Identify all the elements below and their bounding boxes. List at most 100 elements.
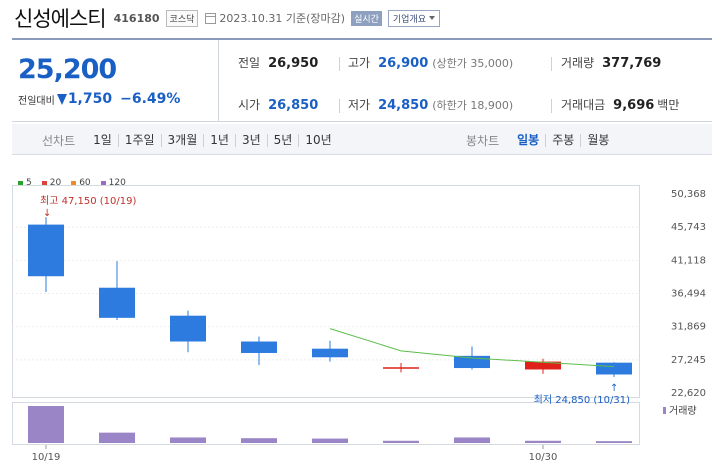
stat-value: 377,769 — [602, 56, 662, 71]
volume-plot-frame — [12, 402, 640, 445]
candle-body — [241, 341, 277, 353]
stat-amount: 거래대금 9,696 백만 — [561, 96, 679, 113]
y-tick-label: 36,494 — [671, 289, 706, 300]
y-tick-label: 31,869 — [671, 322, 706, 333]
candle-body — [312, 348, 348, 358]
stat-high: 고가 26,900 (상한가 35,000) — [348, 54, 513, 71]
current-price-box: 25,200 전일대비 1,750 −6.49% — [12, 40, 219, 122]
candle-monthly[interactable]: 월봉 — [580, 134, 615, 147]
legend-swatch — [18, 180, 23, 186]
diff-value: 1,750 — [67, 91, 113, 107]
legend-ma20: 20 — [41, 178, 62, 188]
legend-label: 60 — [79, 178, 91, 188]
volume-bar — [99, 432, 135, 443]
volume-bar — [170, 437, 206, 443]
candle-body — [596, 362, 632, 375]
divider — [551, 99, 552, 113]
market-badge: 코스닥 — [165, 9, 199, 27]
divider — [551, 57, 552, 71]
y-tick-label: 27,245 — [671, 355, 706, 366]
volume-legend-swatch — [663, 407, 666, 414]
company-info-label: 기업개요 — [392, 14, 427, 25]
volume-label: 거래량 — [669, 405, 697, 417]
volume-bar — [454, 437, 490, 443]
base-date: 2023.10.31 기준(장마감) — [219, 12, 346, 25]
y-tick-label: 22,620 — [671, 388, 706, 399]
stat-label: 거래대금 — [561, 98, 606, 112]
period-1d[interactable]: 1일 — [93, 133, 112, 147]
diff-label: 전일대비 — [18, 95, 55, 107]
period-1w[interactable]: 1주일 — [117, 134, 161, 147]
candle-body — [99, 287, 135, 318]
ma-legend: 5 20 60 120 — [18, 178, 136, 188]
y-tick-label: 45,743 — [671, 222, 706, 233]
company-info-button[interactable]: 기업개요 — [387, 9, 441, 27]
volume-bar — [312, 438, 348, 443]
legend-swatch — [41, 180, 47, 186]
candle-daily[interactable]: 일봉 — [517, 133, 540, 147]
stat-label: 저가 — [348, 98, 371, 112]
legend-swatch — [71, 180, 77, 186]
legend-ma60: 60 — [71, 178, 91, 188]
stat-value: 24,850 — [378, 98, 429, 113]
stat-open: 시가 26,850 — [238, 96, 318, 113]
stock-code: 416180 — [113, 11, 160, 25]
stock-header: 신성에스티 416180 코스닥 2023.10.31 기준(장마감) 실시간 … — [0, 0, 712, 36]
ma5-line — [329, 328, 615, 368]
caret-down-icon — [429, 16, 436, 20]
stat-value: 26,850 — [268, 98, 319, 113]
x-tick-label: 10/19 — [32, 452, 61, 463]
legend-label: 120 — [108, 178, 126, 188]
volume-bar — [241, 438, 277, 443]
stat-unit: 백만 — [657, 98, 680, 112]
divider — [339, 57, 340, 71]
stat-sub: (하한가 18,900) — [432, 99, 514, 112]
calendar-icon — [205, 12, 217, 24]
stat-label: 전일 — [238, 56, 261, 70]
volume-bar — [596, 441, 632, 443]
stat-value: 26,950 — [268, 56, 319, 71]
candle-weekly[interactable]: 주봉 — [545, 134, 580, 147]
volume-bar — [383, 440, 419, 443]
candle-body — [28, 224, 64, 277]
down-arrow-icon — [56, 93, 67, 105]
stat-label: 거래량 — [561, 56, 595, 70]
stock-name: 신성에스티 — [14, 7, 107, 31]
volume-bar — [28, 406, 64, 443]
candle-body — [525, 361, 561, 370]
legend-label: 5 — [26, 178, 32, 188]
stat-label: 시가 — [238, 98, 261, 112]
low-label: 최저 24,850 (10/31) — [534, 394, 630, 406]
stat-sub: (상한가 35,000) — [432, 57, 514, 70]
price-summary: 25,200 전일대비 1,750 −6.49% 전일 26,950 고가 26… — [12, 38, 712, 122]
stat-low: 저가 24,850 (하한가 18,900) — [348, 96, 513, 113]
x-tick-label: 10/30 — [529, 452, 558, 463]
period-3m[interactable]: 3개월 — [160, 134, 204, 147]
stat-volume: 거래량 377,769 — [561, 54, 661, 71]
period-3y[interactable]: 3년 — [234, 134, 267, 147]
volume-bar — [525, 440, 561, 443]
period-1y[interactable]: 1년 — [203, 134, 235, 147]
line-chart-label: 선차트 — [42, 134, 76, 148]
current-price: 25,200 — [18, 54, 117, 85]
stat-label: 고가 — [348, 56, 371, 70]
realtime-badge[interactable]: 실시간 — [351, 10, 382, 26]
stat-value: 26,900 — [378, 56, 429, 71]
y-tick-label: 50,368 — [671, 189, 706, 200]
period-10y[interactable]: 10년 — [298, 134, 337, 147]
low-arrow-icon: ↑ — [610, 383, 618, 394]
legend-label: 20 — [49, 178, 62, 188]
divider — [339, 99, 340, 113]
candlestick-chart[interactable]: 50,368 45,743 41,118 36,494 31,869 27,245 22,6… — [12, 185, 712, 463]
legend-ma5: 5 — [18, 178, 32, 188]
legend-ma120: 120 — [100, 178, 126, 188]
candle-chart-label: 봉차트 — [466, 134, 500, 148]
period-5y[interactable]: 5년 — [266, 134, 299, 147]
legend-swatch — [100, 180, 106, 186]
candle-body — [170, 315, 206, 342]
high-label: 최고 47,150 (10/19) — [40, 195, 136, 207]
stat-value: 9,696 — [613, 98, 655, 113]
line-chart-periods: 선차트 1일 1주일 3개월 1년 3년 5년 10년 — [42, 132, 338, 149]
stat-prev-close: 전일 26,950 — [238, 54, 318, 71]
y-tick-label: 41,118 — [671, 255, 706, 266]
